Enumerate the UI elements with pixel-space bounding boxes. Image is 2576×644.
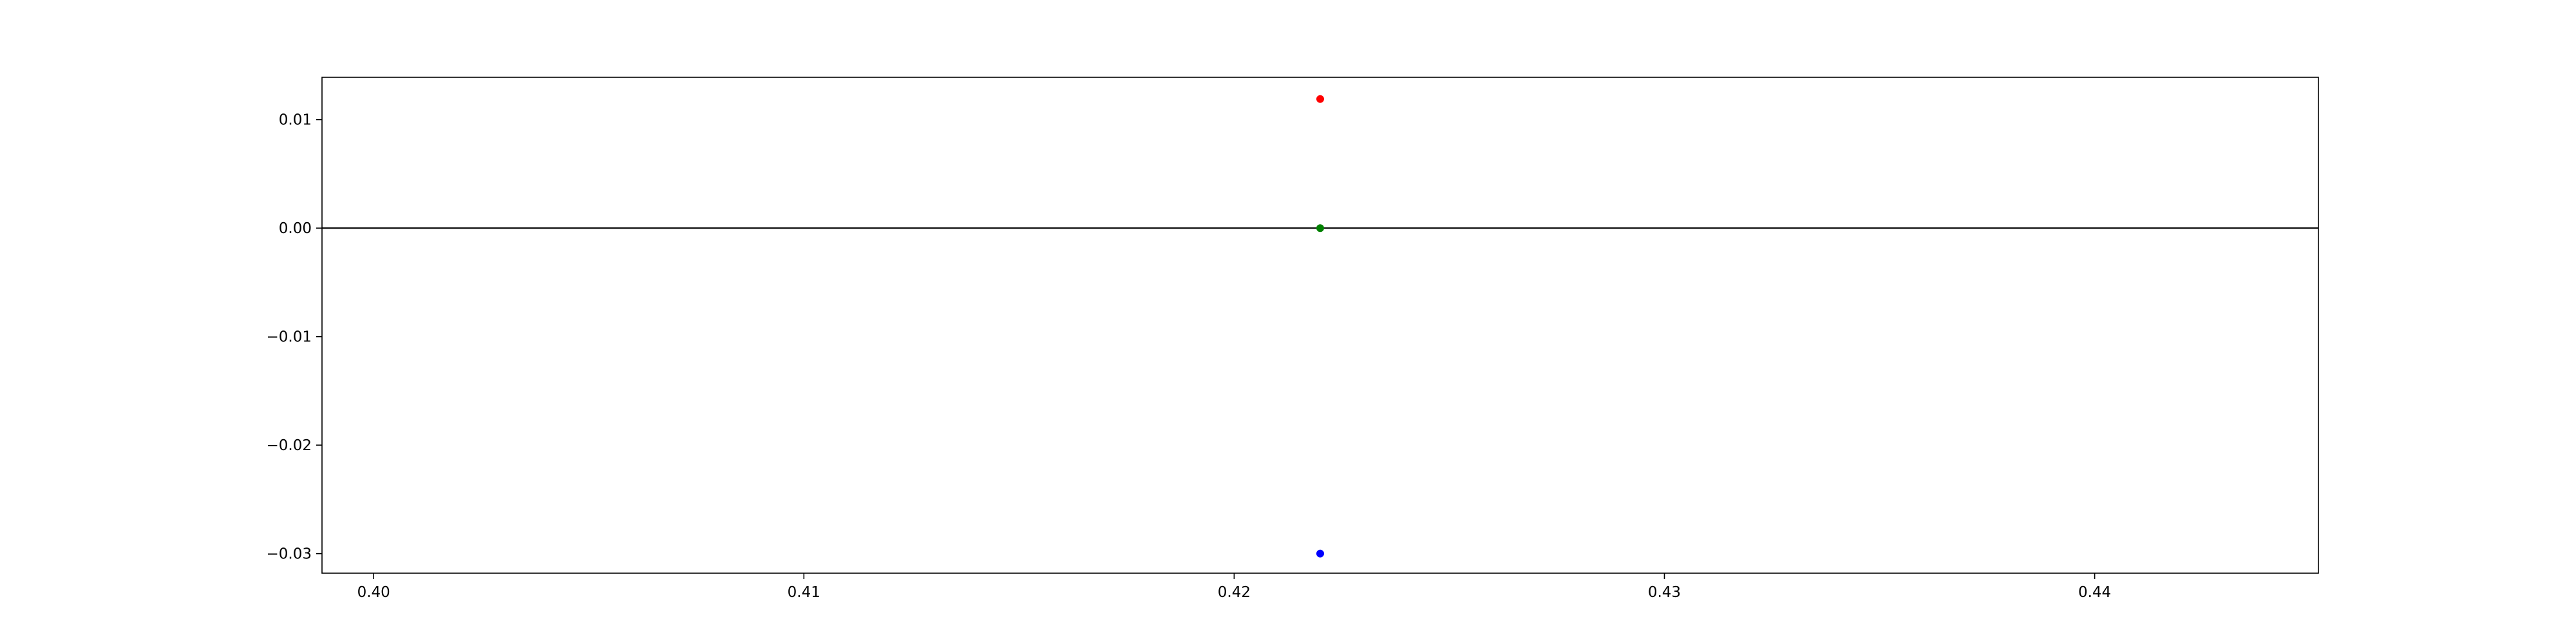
data-point-1 xyxy=(1316,224,1324,232)
x-tick-label-4: 0.44 xyxy=(2078,584,2111,601)
y-tick-label-1: 0.00 xyxy=(279,220,312,237)
data-point-2 xyxy=(1316,549,1324,558)
y-tick-label-3: −0.02 xyxy=(267,437,312,454)
x-tick-label-3: 0.43 xyxy=(1648,584,1681,601)
x-tick-label-2: 0.42 xyxy=(1218,584,1251,601)
y-tick-label-2: −0.01 xyxy=(267,329,312,346)
y-tick-label-4: −0.03 xyxy=(267,546,312,563)
x-tick-label-0: 0.40 xyxy=(357,584,390,601)
data-point-0 xyxy=(1316,95,1324,103)
x-tick-label-1: 0.41 xyxy=(788,584,820,601)
plot-area xyxy=(322,77,2318,573)
y-tick-label-0: 0.01 xyxy=(279,112,312,129)
plot-frame xyxy=(321,77,2319,574)
points-layer xyxy=(1316,95,1324,558)
y-axis: 0.01 0.00 −0.01 −0.02 −0.03 xyxy=(267,112,322,563)
x-axis: 0.40 0.41 0.42 0.43 0.44 xyxy=(357,573,2111,601)
